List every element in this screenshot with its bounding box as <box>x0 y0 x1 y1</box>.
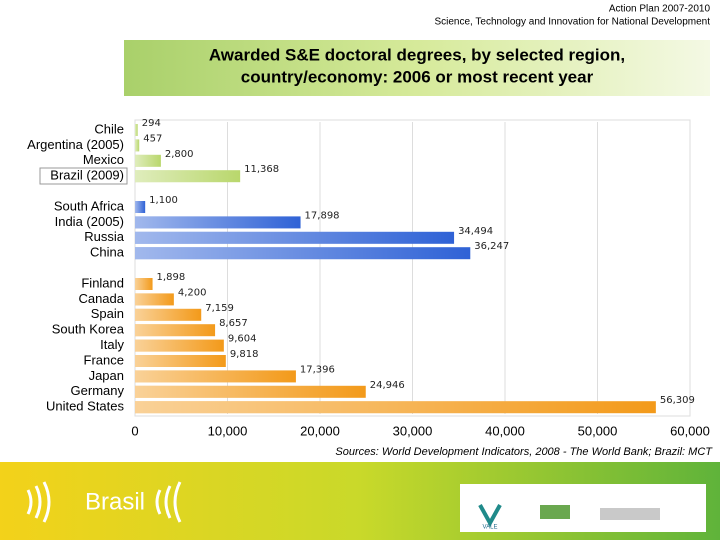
brand: Brasil <box>85 488 145 515</box>
logo-icon <box>478 504 502 528</box>
bar-shine <box>135 355 226 367</box>
bar-shine <box>135 385 366 398</box>
bar-shine <box>135 216 301 229</box>
value-label: 56,309 <box>660 395 695 406</box>
y-tick-label: Brazil (2009) <box>50 168 124 183</box>
value-label: 2,800 <box>165 149 194 160</box>
x-tick-label: 10,000 <box>208 423 248 438</box>
value-label: 17,396 <box>300 364 335 375</box>
title-box <box>124 40 710 96</box>
value-label: 17,898 <box>305 210 340 221</box>
bar-shine <box>135 154 161 167</box>
y-tick-label: Mexico <box>83 152 124 167</box>
value-label: 8,657 <box>219 318 248 329</box>
y-tick-label: Germany <box>71 383 125 398</box>
value-label: 294 <box>142 118 161 129</box>
y-tick-label: China <box>90 245 125 260</box>
y-tick-label: Russia <box>84 229 125 244</box>
logo-icon <box>600 508 660 520</box>
y-tick-label: Finland <box>81 275 124 290</box>
x-tick-label: 30,000 <box>393 423 433 438</box>
value-label: 24,946 <box>370 380 405 391</box>
logo-icon <box>540 505 570 519</box>
bar-shine <box>135 231 455 244</box>
bar-shine <box>135 370 296 383</box>
value-label: 36,247 <box>474 241 509 252</box>
bar-shine <box>135 324 216 337</box>
header-line: Action Plan 2007-2010 <box>609 4 711 15</box>
value-label: 457 <box>143 133 162 144</box>
bar-shine <box>135 247 471 260</box>
y-tick-label: India (2005) <box>55 214 124 229</box>
bar-shine <box>135 124 138 136</box>
chart-title: country/economy: 2006 or most recent yea… <box>241 67 594 86</box>
y-tick-label: South Korea <box>52 322 125 337</box>
logo-box <box>460 484 706 532</box>
y-tick-label: Chile <box>94 121 124 136</box>
bar-shine <box>135 339 224 352</box>
x-tick-label: 50,000 <box>578 423 618 438</box>
x-tick-label: 40,000 <box>485 423 525 438</box>
y-tick-label: South Africa <box>54 198 125 213</box>
bar-shine <box>135 401 656 414</box>
bar-shine <box>135 170 241 183</box>
bar-shine <box>135 139 140 152</box>
value-label: 34,494 <box>458 226 493 237</box>
value-label: 4,200 <box>178 287 207 298</box>
brand-icon <box>26 481 182 523</box>
y-tick-label: Spain <box>91 306 124 321</box>
value-label: 1,898 <box>157 272 186 283</box>
header-line: Science, Technology and Innovation for N… <box>434 17 710 28</box>
y-tick-label: France <box>84 352 124 367</box>
x-tick-label: 20,000 <box>300 423 340 438</box>
bar-shine <box>135 293 174 306</box>
value-label: 7,159 <box>205 303 234 314</box>
logo: VALE <box>483 525 498 531</box>
y-tick-label: United States <box>46 399 125 414</box>
y-tick-label: Canada <box>78 291 124 306</box>
bar-shine <box>135 308 202 321</box>
y-tick-label: Japan <box>89 368 124 383</box>
value-label: 9,604 <box>228 334 257 345</box>
chart-title: Awarded S&E doctoral degrees, by selecte… <box>209 45 625 64</box>
value-label: 1,100 <box>149 195 178 206</box>
y-tick-label: Argentina (2005) <box>27 137 124 152</box>
highlight-box <box>39 167 128 185</box>
value-label: 9,818 <box>230 349 259 360</box>
bar-shine <box>135 278 153 290</box>
x-tick-label: 60,000 <box>670 423 710 438</box>
value-label: 11,368 <box>244 164 279 175</box>
source: Sources: World Development Indicators, 2… <box>335 446 713 458</box>
bar-shine <box>135 201 146 213</box>
x-tick-label: 0 <box>131 423 138 438</box>
y-tick-label: Italy <box>100 337 124 352</box>
